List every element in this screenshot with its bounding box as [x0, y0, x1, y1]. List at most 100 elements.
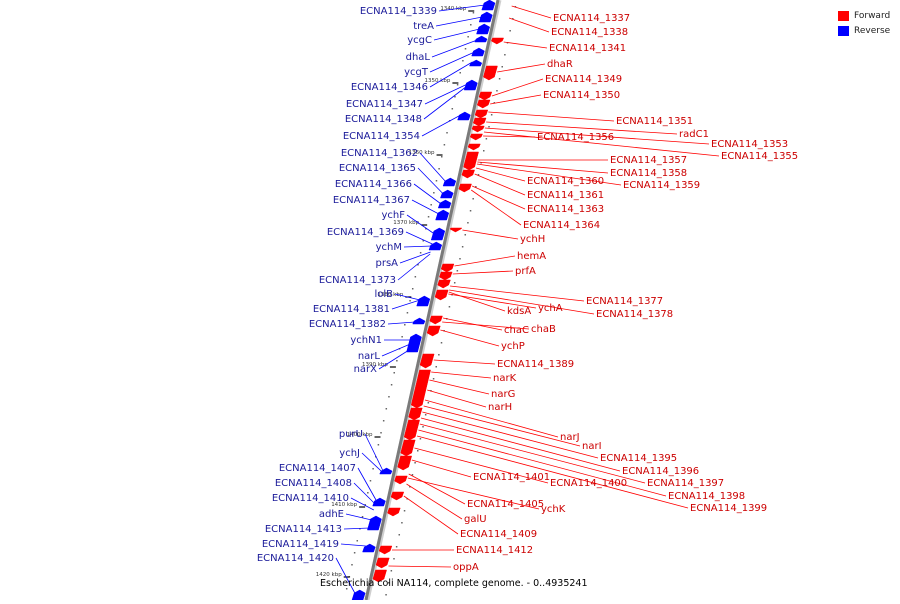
reverse-gene-arrow: [372, 497, 386, 507]
forward-gene-label: ECNA114_1351: [616, 116, 693, 127]
feature-dot: [398, 534, 401, 536]
reverse-gene-label: ECNA114_1369: [327, 227, 404, 238]
reverse-gene-label: ycgT: [404, 67, 429, 78]
reverse-leader-line: [381, 343, 411, 357]
scale-tick-label: 1370 kbp: [393, 220, 419, 226]
reverse-gene-label: ECNA114_1346: [351, 82, 428, 93]
feature-dot: [483, 150, 485, 152]
forward-leader-line: [490, 94, 542, 105]
forward-gene-label: chaB: [531, 324, 556, 335]
forward-gene-label: ychK: [541, 504, 566, 515]
forward-gene-label: ECNA114_1364: [523, 220, 600, 231]
forward-gene-label: ECNA114_1399: [690, 503, 767, 514]
reverse-leader-line: [378, 349, 410, 370]
forward-leader-line: [429, 379, 490, 395]
forward-gene-label: hemA: [517, 251, 546, 262]
forward-leader-line: [483, 131, 720, 157]
reverse-leader-line: [345, 513, 372, 521]
reverse-gene-arrow: [457, 111, 471, 121]
reverse-gene-label: treA: [413, 21, 434, 32]
forward-gene-arrow: [387, 507, 401, 517]
feature-dot: [345, 588, 348, 590]
forward-leader-line: [407, 477, 540, 510]
feature-dot: [446, 132, 448, 134]
legend-swatch-forward: [838, 10, 849, 21]
feature-dot: [353, 552, 356, 554]
forward-leader-line: [408, 473, 466, 505]
forward-leader-line: [406, 483, 463, 520]
forward-gene-arrow: [378, 545, 393, 555]
feature-dot: [459, 258, 461, 260]
reverse-gene-label: prsA: [375, 258, 398, 269]
reverse-gene-arrow: [471, 47, 485, 57]
reverse-leader-line: [335, 557, 356, 595]
forward-gene-label: oppA: [453, 562, 479, 573]
forward-gene-label: prfA: [515, 266, 536, 277]
reverse-gene-label: ECNA114_1367: [333, 195, 410, 206]
forward-gene-arrow: [472, 117, 487, 127]
forward-gene-label: ECNA114_1355: [721, 151, 798, 162]
feature-dot: [396, 360, 398, 362]
forward-gene-arrow: [478, 91, 493, 101]
forward-gene-arrow: [429, 315, 443, 325]
reverse-leader-line: [421, 114, 461, 137]
reverse-gene-label: adhE: [319, 509, 344, 520]
feature-dot: [472, 198, 474, 200]
feature-dot: [438, 354, 440, 356]
forward-leader-line: [416, 435, 689, 509]
forward-leader-line: [431, 371, 492, 379]
forward-gene-label: ECNA114_1357: [610, 155, 687, 166]
forward-gene-arrow: [439, 271, 453, 281]
forward-gene-arrow: [426, 325, 441, 337]
forward-gene-arrow: [400, 439, 416, 457]
forward-gene-arrow: [440, 263, 455, 273]
feature-dot: [369, 480, 372, 482]
forward-leader-line: [424, 399, 559, 438]
feature-dot: [469, 210, 472, 212]
feature-dot: [351, 564, 353, 566]
forward-gene-arrow: [390, 491, 405, 501]
map-caption: Escherichia coli NA114, complete genome.…: [320, 578, 588, 589]
legend: Forward Reverse: [838, 8, 890, 38]
forward-gene-label: narK: [493, 373, 517, 384]
forward-gene-label: narH: [488, 402, 512, 413]
reverse-gene-arrow: [379, 467, 393, 475]
feature-dot: [411, 288, 414, 290]
feature-dot: [404, 324, 406, 326]
forward-gene-arrow: [474, 109, 489, 119]
reverse-leader-line: [413, 183, 442, 205]
reverse-leader-line: [424, 83, 468, 105]
forward-gene-arrow: [403, 419, 420, 441]
forward-gene-arrow: [483, 65, 498, 81]
reverse-leader-line: [353, 482, 376, 505]
feature-dot: [501, 66, 503, 68]
reverse-gene-arrow: [442, 177, 457, 187]
reverse-leader-line: [406, 214, 435, 235]
reverse-gene-arrow: [412, 317, 426, 325]
feature-dot: [390, 384, 393, 386]
reverse-leader-line: [364, 433, 383, 471]
reverse-gene-arrow: [474, 35, 488, 43]
reverse-gene-arrow: [481, 0, 496, 11]
forward-leader-line: [449, 289, 595, 315]
legend-item-forward: Forward: [838, 8, 890, 23]
forward-gene-label: kdsA: [507, 306, 531, 317]
feature-dot: [411, 474, 414, 476]
reverse-gene-arrow: [428, 241, 443, 251]
forward-gene-label: ECNA114_1400: [550, 478, 627, 489]
forward-gene-arrow: [397, 455, 413, 471]
feature-dot: [488, 126, 490, 128]
forward-gene-label: ECNA114_1349: [545, 74, 622, 85]
feature-dot: [464, 234, 467, 236]
forward-gene-label: ECNA114_1377: [586, 296, 663, 307]
reverse-gene-arrow: [362, 543, 376, 553]
forward-leader-line: [484, 127, 710, 145]
feature-dot: [427, 402, 430, 404]
feature-dot: [401, 336, 403, 338]
reverse-gene-arrow: [478, 11, 493, 23]
forward-gene-arrow: [434, 289, 449, 301]
feature-dot: [438, 168, 440, 170]
feature-dot: [385, 408, 388, 410]
feature-dot: [493, 102, 496, 104]
